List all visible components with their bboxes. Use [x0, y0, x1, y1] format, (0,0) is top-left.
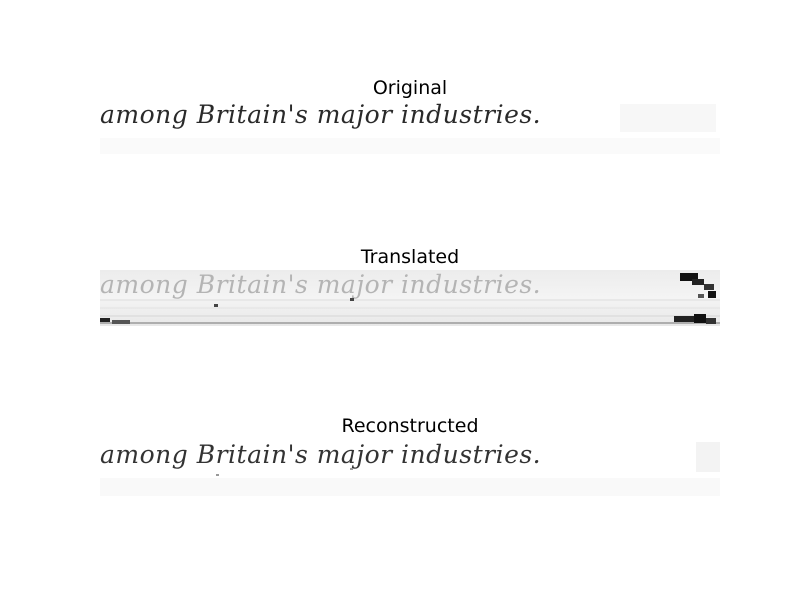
original-handwriting-text: among Britain's major industries. [100, 100, 541, 129]
translated-handwriting-image: among Britain's major industries. [100, 270, 720, 326]
translated-artifact [214, 304, 218, 307]
reconstructed-right-smudge [696, 442, 720, 472]
original-right-smudge [620, 104, 716, 132]
translated-artifact [706, 318, 716, 324]
reconstructed-title: Reconstructed [341, 415, 479, 437]
reconstructed-handwriting-image: among Britain's major industries. [100, 440, 720, 496]
translated-image-strip: among Britain's major industries. [100, 270, 720, 326]
reconstructed-image-strip: among Britain's major industries. [100, 440, 720, 496]
reconstructed-artifact [216, 474, 219, 476]
translated-artifact [692, 279, 704, 285]
reconstructed-bottom-smudge [100, 478, 720, 496]
translated-artifact [100, 318, 110, 322]
translated-artifact [704, 284, 714, 290]
translated-handwriting-text: among Britain's major industries. [100, 270, 541, 299]
reconstructed-handwriting-text: among Britain's major industries. [100, 440, 541, 469]
original-image-strip: among Britain's major industries. [100, 100, 720, 156]
original-bottom-smudge [100, 138, 720, 154]
translated-artifact [708, 291, 716, 298]
translated-artifact [350, 298, 354, 301]
translated-artifact [680, 273, 698, 281]
translated-artifact [694, 314, 706, 323]
original-handwriting-image: among Britain's major industries. [100, 100, 720, 154]
original-title: Original [372, 77, 448, 99]
translated-artifact [698, 294, 704, 298]
translated-background [100, 270, 720, 326]
translated-artifact [674, 316, 694, 322]
translated-title: Translated [360, 246, 460, 268]
reconstructed-artifact [350, 468, 353, 470]
translated-artifact [112, 320, 130, 324]
